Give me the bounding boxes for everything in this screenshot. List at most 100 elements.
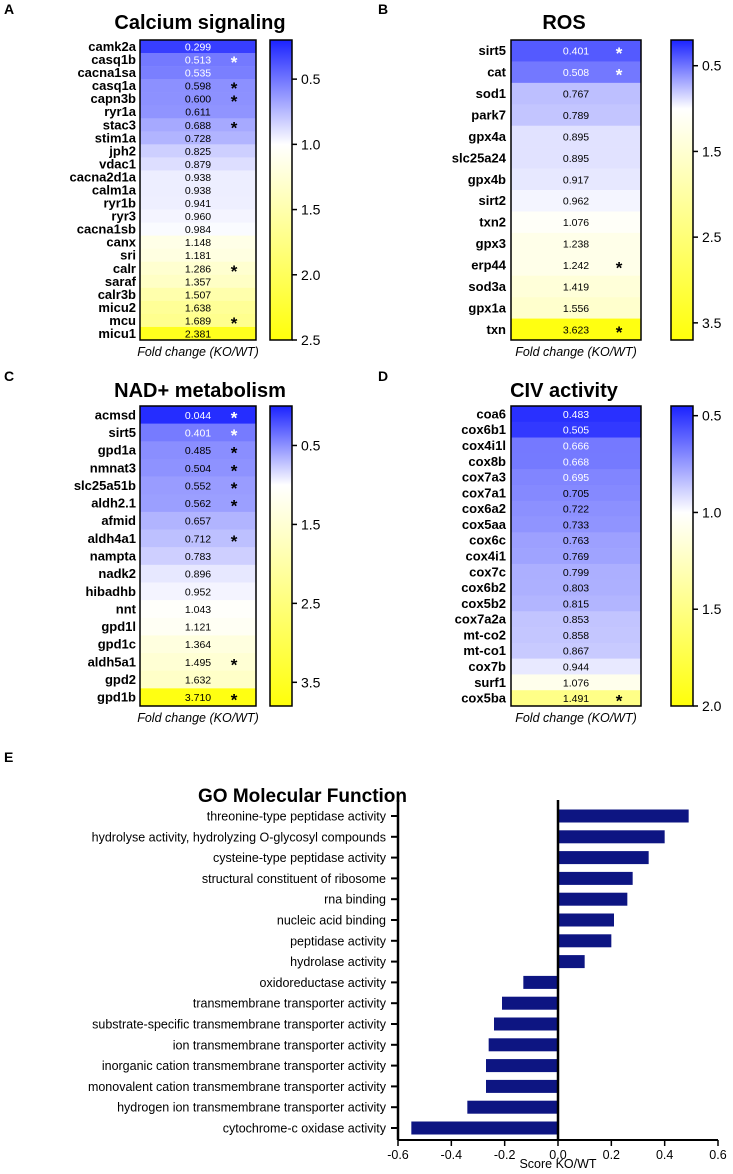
value-label: 0.767 [563,89,589,101]
value-label: 3.710 [185,692,211,704]
bar [486,1079,558,1093]
heatmap-cell [140,564,256,583]
heatmap-title: ROS [542,12,585,34]
heatmap-cell [140,582,256,601]
gene-label: cox4i1 [466,549,506,564]
gene-label: cox5b2 [461,596,506,611]
bar [411,1121,558,1135]
significance-star: * [231,118,238,137]
gene-label: mt-co2 [463,627,506,642]
heatmap-cell [140,653,256,672]
value-label: 0.598 [185,81,211,93]
panel-letter-B: B [378,1,388,17]
bar-chart-panel-E: E GO Molecular Function threonine-type pep… [4,749,727,1171]
heatmap-frame [139,39,257,341]
value-label: 0.783 [185,551,211,563]
significance-star: * [616,323,623,342]
colorbar-tick-label: 0.5 [301,437,321,453]
heatmap-cell [511,500,641,517]
gene-label: sirt5 [479,43,506,58]
gene-label: capn3b [90,91,136,106]
heatmap-cell [140,170,256,184]
value-label: 0.941 [185,198,211,210]
gene-label: gpd1b [97,690,136,705]
gene-label: calm1a [92,183,137,198]
heatmap-cell [140,406,256,424]
gene-label: cox7a3 [462,470,506,485]
heatmap-cell [511,104,641,127]
value-label: 1.364 [185,639,211,651]
bar [558,892,628,906]
bar [558,830,665,844]
value-label: 1.632 [185,675,211,687]
heatmap-cell [140,183,256,197]
heatmap-panel-C: C NAD+ metabolism acmsd 0.044 * sirt5 0.401 * gp… [4,368,321,725]
heatmap-cell [511,232,641,255]
heatmap-cell [511,563,641,580]
significance-star: * [231,426,238,445]
gene-label: park7 [471,108,506,123]
gene-label: nadk2 [98,566,136,581]
colorbar-tick-label: 1.5 [702,143,722,159]
significance-star: * [231,532,238,551]
value-label: 0.938 [185,172,211,184]
x-tick-label: 0.0 [549,1148,566,1162]
heatmap-cell [140,529,256,548]
category-label: structural constituent of ribosome [202,872,386,886]
bar-chart-xlabel: Score KO/WT [519,1157,596,1171]
gene-label: nampta [90,549,137,564]
x-tick-label: 0.6 [709,1148,726,1162]
x-tick-label: -0.2 [494,1148,516,1162]
category-label: cysteine-type peptidase activity [213,851,387,865]
x-tick-label: -0.6 [387,1148,409,1162]
colorbar-tick-label: 1.5 [301,202,321,218]
value-label: 1.121 [185,622,211,634]
bar [558,955,585,969]
value-label: 1.238 [563,239,589,251]
significance-star: * [616,44,623,63]
heatmap-cell [511,254,641,277]
category-label: hydrogen ion transmembrane transporter a… [117,1101,387,1115]
value-label: 0.657 [185,516,211,528]
value-label: 0.962 [563,196,589,208]
heatmap-cell [140,40,256,54]
value-label: 0.789 [563,110,589,122]
value-label: 0.895 [563,153,589,165]
colorbar [269,405,293,707]
gene-label: cox6a2 [462,501,506,516]
panel-letter-C: C [4,368,14,384]
heatmap-cell [140,261,256,276]
category-label: nucleic acid binding [277,914,386,928]
heatmap-cell [511,579,641,596]
colorbar-tick-label: 1.0 [702,504,722,520]
heatmap-title: CIV activity [510,380,619,402]
bar [558,934,612,948]
value-label: 0.944 [563,662,589,674]
gene-label: afmid [101,513,136,528]
bar [558,913,614,927]
value-label: 0.896 [185,569,211,581]
significance-star: * [616,692,623,711]
value-label: 1.043 [185,604,211,616]
gene-label: micu1 [98,326,136,341]
heatmap-cell [140,92,256,106]
gene-label: gpx4a [468,129,506,144]
significance-star: * [616,66,623,85]
heatmap-cell [140,105,256,119]
value-label: 0.763 [563,535,589,547]
heatmap-cell [511,406,641,423]
heatmap-cell [140,222,256,236]
value-label: 0.917 [563,174,589,186]
value-label: 0.895 [563,131,589,143]
significance-star: * [231,461,238,480]
colorbar-tick-label: 2.0 [702,698,722,714]
bar [494,1017,558,1031]
gene-label: cox6b1 [461,422,506,437]
heatmap-cell [140,157,256,171]
heatmap-frame [139,405,257,707]
value-label: 1.242 [563,260,589,272]
gene-label: vdac1 [99,156,136,171]
heatmap-cell [511,453,641,470]
bar [558,809,689,823]
bar [467,1100,558,1114]
